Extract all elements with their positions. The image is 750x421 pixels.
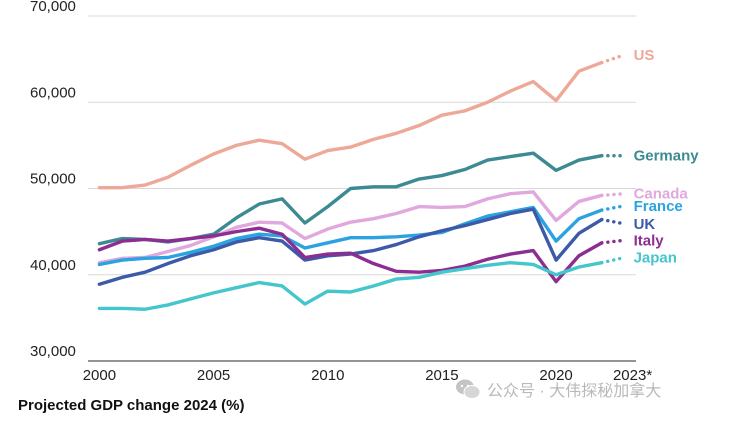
series-line-germany <box>97 151 604 246</box>
series-line-france <box>97 205 604 267</box>
series-projection-japan <box>600 255 627 265</box>
y-tick-label: 50,000 <box>30 171 76 188</box>
watermark-text: 公众号 · 大伟探秘加拿大 <box>487 383 662 400</box>
watermark: 公众号 · 大伟探秘加拿大 <box>455 377 661 401</box>
x-tick-label: 2005 <box>197 367 230 384</box>
series-projection-italy <box>600 238 627 245</box>
x-tick-label: 2010 <box>311 367 344 384</box>
series-projection-us <box>600 53 627 65</box>
series-label-us: US <box>634 47 655 64</box>
series-label-uk: UK <box>634 216 656 233</box>
chart-caption: Projected GDP change 2024 (%) <box>18 397 245 414</box>
y-tick-label: 30,000 <box>30 343 76 360</box>
y-tick-label: 70,000 <box>30 0 76 15</box>
series-line-us <box>97 60 604 190</box>
series-projection-canada <box>600 191 627 198</box>
series-label-france: France <box>634 198 683 215</box>
series-line-canada <box>97 190 604 265</box>
series-projection-france <box>600 204 627 212</box>
series-projection-uk <box>600 217 627 226</box>
y-axis: 30,000 40,000 50,000 60,000 70,000 <box>30 0 76 360</box>
x-tick-label-last: 2023* <box>613 367 652 384</box>
x-tick-label: 2020 <box>539 367 572 384</box>
series-line-japan <box>97 260 604 311</box>
series-label-canada: Canada <box>634 186 689 203</box>
series-label-germany: Germany <box>634 148 700 165</box>
wechat-icon <box>456 379 481 399</box>
x-tick-label: 2000 <box>83 367 116 384</box>
series-line-italy <box>97 226 604 284</box>
x-axis: 2000 2005 2010 2015 2020 2023* <box>83 367 653 384</box>
y-tick-label: 40,000 <box>30 257 76 274</box>
series-label-italy: Italy <box>634 232 665 249</box>
x-tick-label: 2015 <box>425 367 458 384</box>
series-lines <box>97 53 627 311</box>
series-label-japan: Japan <box>634 250 677 267</box>
y-tick-label: 60,000 <box>30 84 76 101</box>
